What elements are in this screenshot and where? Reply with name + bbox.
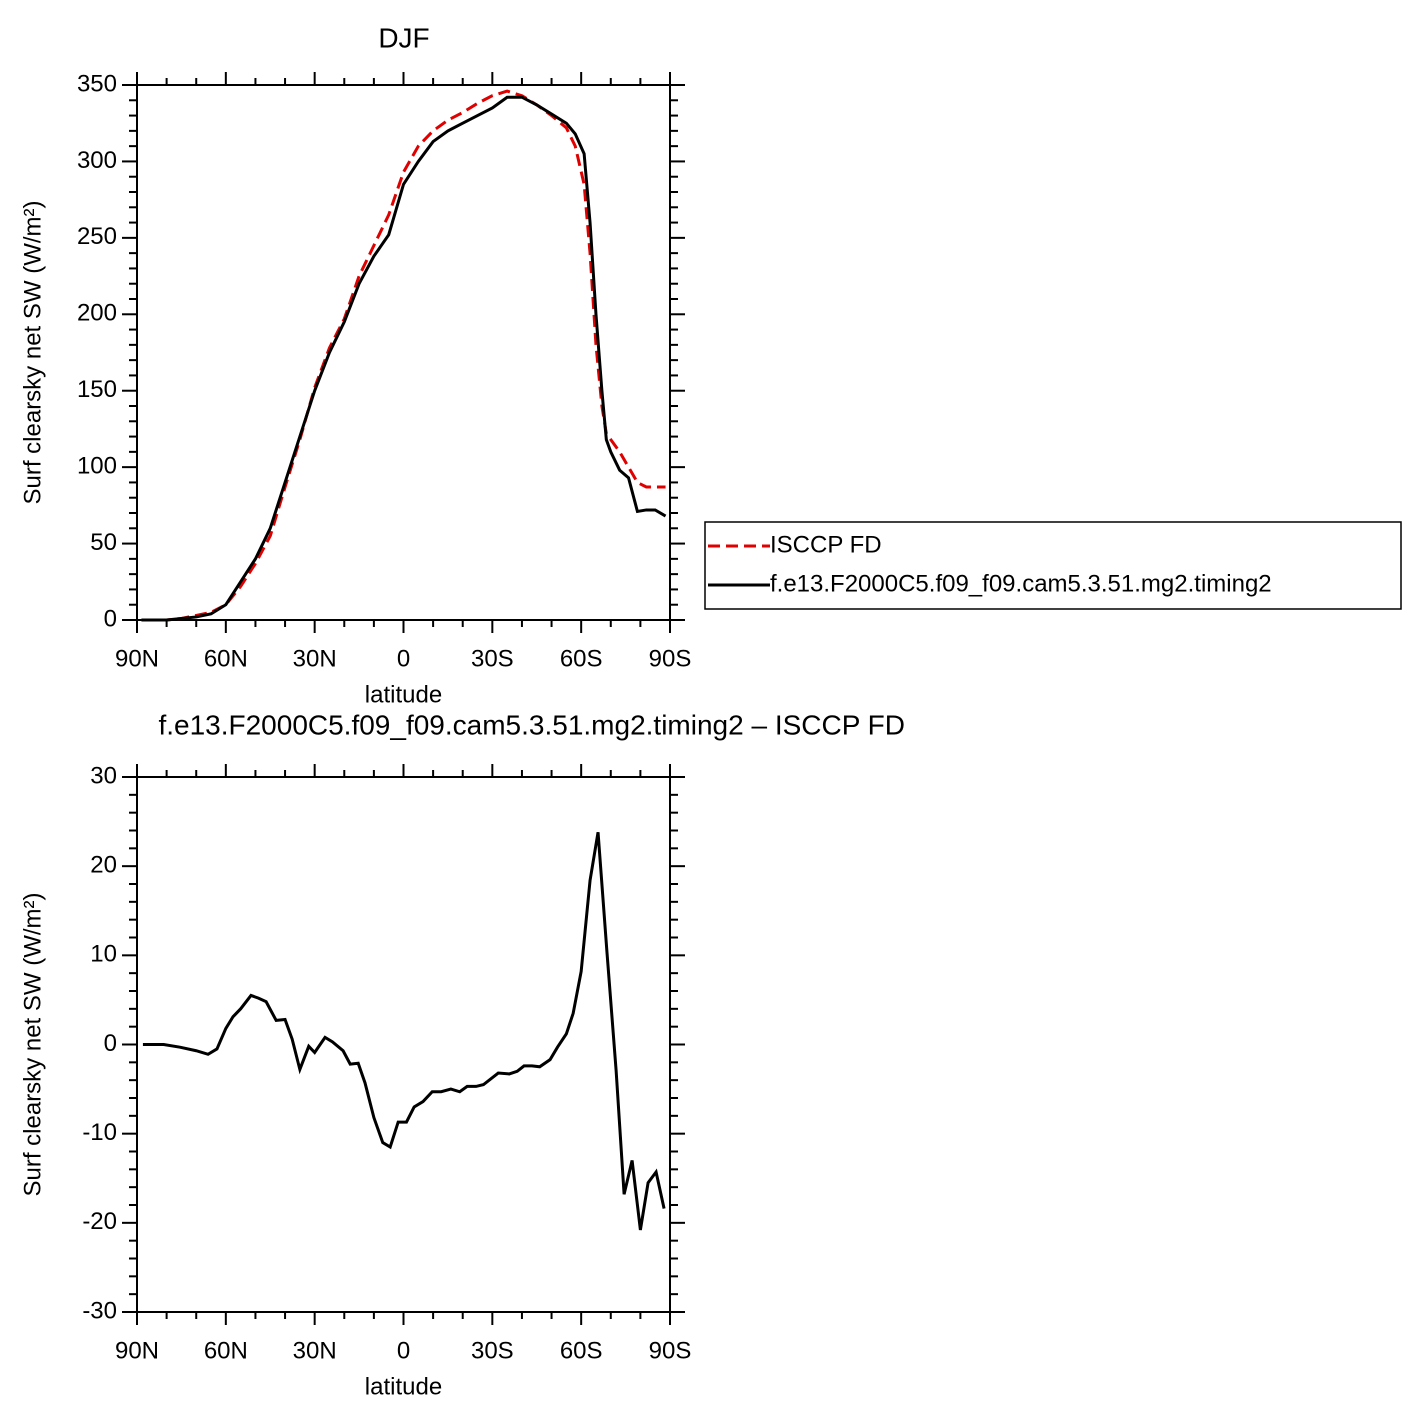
x-tick-label: 60S <box>560 645 603 672</box>
x-axis-label: latitude <box>365 681 442 708</box>
legend-box <box>704 521 1402 610</box>
y-tick-label: 150 <box>77 376 117 403</box>
chart-title: DJF <box>378 22 429 53</box>
y-tick-label: 250 <box>77 223 117 250</box>
x-tick-label: 90S <box>649 1337 692 1364</box>
x-axis-label: latitude <box>365 1373 442 1400</box>
plot-frame <box>136 776 671 1313</box>
x-tick-label: 30N <box>293 1337 337 1364</box>
y-tick-label: -10 <box>82 1119 117 1146</box>
x-tick-label: 60N <box>204 1337 248 1364</box>
plot-frame <box>136 84 671 621</box>
y-tick-label: 20 <box>90 852 117 879</box>
x-tick-label: 60S <box>560 1337 603 1364</box>
y-tick-label: 300 <box>77 147 117 174</box>
y-tick-label: -20 <box>82 1208 117 1235</box>
series-line <box>141 95 667 622</box>
y-tick-label: 100 <box>77 452 117 479</box>
y-tick-label: 0 <box>104 605 117 632</box>
x-tick-label: 0 <box>397 645 410 672</box>
series-line <box>142 832 666 1231</box>
x-tick-label: 60N <box>204 645 248 672</box>
x-tick-label: 30S <box>471 645 514 672</box>
y-tick-label: -30 <box>82 1297 117 1324</box>
x-tick-label: 90S <box>649 645 692 672</box>
x-tick-label: 90N <box>115 645 159 672</box>
legend-label: ISCCP FD <box>770 531 882 558</box>
x-tick-label: 30S <box>471 1337 514 1364</box>
x-tick-label: 0 <box>397 1337 410 1364</box>
x-tick-label: 30N <box>293 645 337 672</box>
y-tick-label: 200 <box>77 300 117 327</box>
y-tick-label: 50 <box>90 529 117 556</box>
y-tick-label: 30 <box>90 762 117 789</box>
y-tick-label: 350 <box>77 70 117 97</box>
legend-label: f.e13.F2000C5.f09_f09.cam5.3.51.mg2.timi… <box>770 570 1272 597</box>
y-tick-label: 0 <box>104 1030 117 1057</box>
y-axis-label: Surf clearsky net SW (W/m²) <box>19 892 46 1196</box>
chart-title: f.e13.F2000C5.f09_f09.cam5.3.51.mg2.timi… <box>158 709 905 740</box>
x-tick-label: 90N <box>115 1337 159 1364</box>
y-axis-label: Surf clearsky net SW (W/m²) <box>19 200 46 504</box>
y-tick-label: 10 <box>90 941 117 968</box>
